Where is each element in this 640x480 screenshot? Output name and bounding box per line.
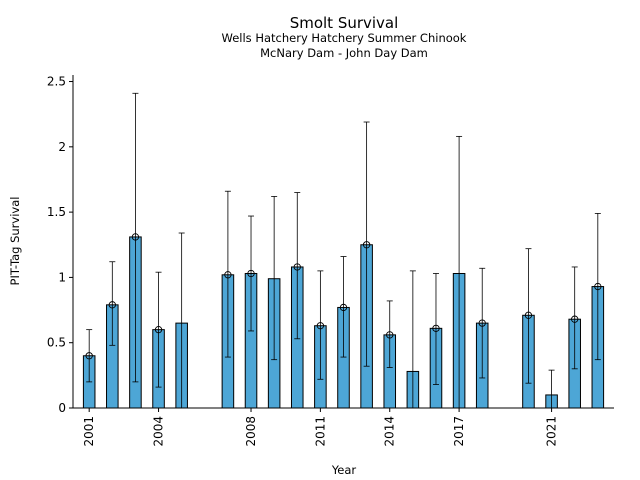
markers-layer <box>85 233 602 360</box>
x-ticks: 2001 2004 2008 2011 2014 2017 2021 <box>82 408 559 447</box>
y-tick-label: 1.5 <box>47 205 66 219</box>
y-ticks: 0 0.5 1 1.5 2 2.5 <box>47 75 73 415</box>
point-marker-2004 <box>154 325 163 334</box>
x-tick-label: 2001 <box>82 416 96 447</box>
point-marker-2022 <box>571 315 579 323</box>
chart-subtitle-line-2: McNary Dam - John Day Dam <box>260 46 428 60</box>
point-marker-2018 <box>478 319 486 327</box>
point-marker-2008 <box>247 269 255 278</box>
point-marker-2023 <box>594 282 602 291</box>
x-tick-label: 2004 <box>152 416 166 447</box>
point-marker-2011 <box>316 322 325 330</box>
point-marker-2013 <box>362 241 371 249</box>
point-marker-2012 <box>339 303 348 312</box>
y-tick-label: 1 <box>58 270 66 284</box>
point-marker-2020 <box>524 311 533 319</box>
y-tick-label: 2 <box>58 140 66 154</box>
chart-title: Smolt Survival <box>290 14 399 32</box>
point-marker-2010 <box>293 263 301 271</box>
y-tick-label: 0 <box>58 401 66 415</box>
x-tick-label: 2011 <box>313 416 327 447</box>
point-marker-2007 <box>224 271 232 279</box>
error-bars-layer <box>86 92 601 408</box>
x-tick-label: 2014 <box>383 416 397 447</box>
x-tick-label: 2008 <box>244 416 258 447</box>
x-tick-label: 2021 <box>545 416 559 447</box>
point-marker-2016 <box>432 324 440 332</box>
point-marker-2002 <box>108 301 116 309</box>
x-axis-label: Year <box>331 463 357 477</box>
point-marker-2014 <box>386 331 394 339</box>
y-tick-label: 2.5 <box>47 75 66 89</box>
y-axis-label: PIT-Tag Survival <box>8 197 22 286</box>
chart-subtitle-line-1: Wells Hatchery Hatchery Summer Chinook <box>222 31 467 45</box>
y-tick-label: 0.5 <box>47 336 66 350</box>
x-tick-label: 2017 <box>452 416 466 447</box>
point-marker-2003 <box>131 233 140 241</box>
point-marker-2001 <box>85 352 93 360</box>
